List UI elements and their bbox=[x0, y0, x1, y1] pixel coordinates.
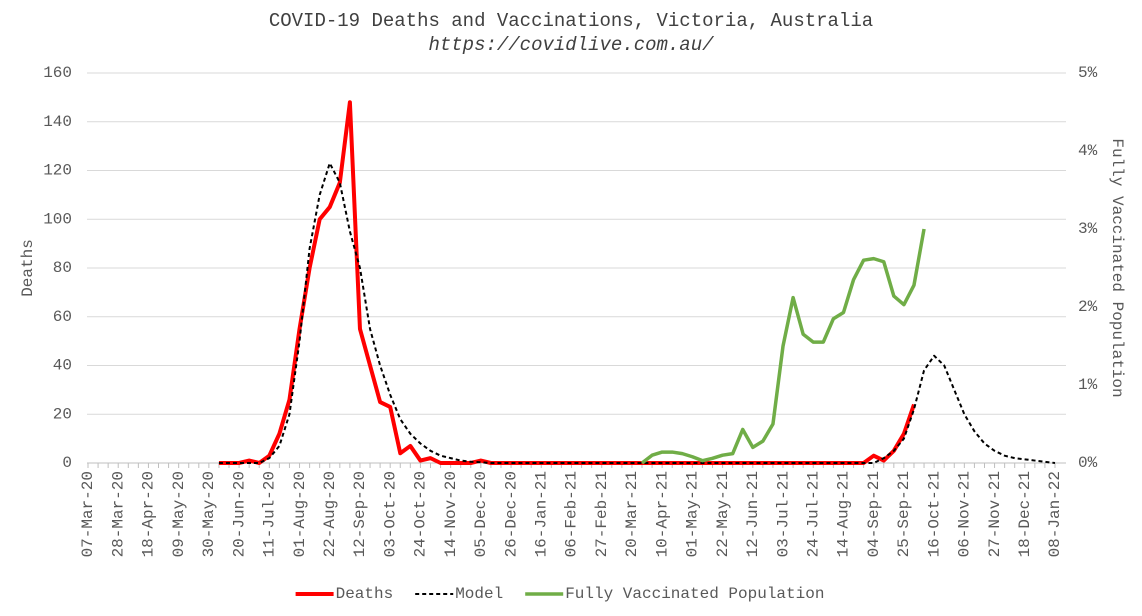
y-axis-title: Deaths bbox=[19, 239, 37, 297]
y2-tick-label: 1% bbox=[1078, 376, 1098, 394]
legend-label: Model bbox=[455, 585, 503, 603]
y2-tick-label: 0% bbox=[1078, 454, 1098, 472]
x-tick-label: 05-Dec-20 bbox=[472, 471, 490, 557]
y2-tick-label: 2% bbox=[1078, 298, 1098, 316]
y-tick-label: 40 bbox=[53, 357, 72, 375]
y-tick-label: 60 bbox=[53, 308, 72, 326]
x-tick-label: 16-Oct-21 bbox=[925, 471, 943, 557]
x-tick-label: 14-Nov-20 bbox=[442, 471, 460, 557]
x-tick-label: 14-Aug-21 bbox=[835, 471, 853, 557]
x-tick-label: 10-Apr-21 bbox=[653, 471, 671, 557]
y-tick-label: 100 bbox=[43, 210, 72, 228]
x-tick-label: 20-Jun-20 bbox=[230, 471, 248, 557]
x-tick-label: 11-Jul-20 bbox=[261, 471, 279, 557]
y2-tick-label: 5% bbox=[1078, 64, 1098, 82]
x-tick-label: 07-Mar-20 bbox=[79, 471, 97, 557]
x-tick-label: 09-May-20 bbox=[170, 471, 188, 557]
chart-title: COVID-19 Deaths and Vaccinations, Victor… bbox=[269, 10, 873, 32]
y2-tick-label: 4% bbox=[1078, 142, 1098, 160]
x-tick-label: 26-Dec-20 bbox=[502, 471, 520, 557]
x-tick-label: 06-Feb-21 bbox=[563, 471, 581, 557]
x-tick-label: 27-Nov-21 bbox=[986, 471, 1004, 557]
x-tick-label: 18-Apr-20 bbox=[140, 471, 158, 557]
y-tick-label: 0 bbox=[62, 454, 72, 472]
y-tick-label: 120 bbox=[43, 162, 72, 180]
x-tick-label: 04-Sep-21 bbox=[865, 471, 883, 557]
x-tick-label: 27-Feb-21 bbox=[593, 471, 611, 557]
y2-tick-label: 3% bbox=[1078, 220, 1098, 238]
x-tick-label: 08-Jan-22 bbox=[1046, 471, 1064, 557]
x-tick-label: 06-Nov-21 bbox=[956, 471, 974, 557]
line-series bbox=[218, 100, 916, 465]
x-tick-label: 16-Jan-21 bbox=[533, 471, 551, 557]
x-tick-label: 12-Jun-21 bbox=[744, 471, 762, 557]
y-tick-label: 80 bbox=[53, 259, 72, 277]
line-series bbox=[640, 228, 926, 465]
x-tick-label: 22-May-21 bbox=[714, 471, 732, 557]
legend-label: Fully Vaccinated Population bbox=[565, 585, 824, 603]
x-tick-label: 03-Jul-21 bbox=[774, 471, 792, 557]
x-tick-label: 03-Oct-20 bbox=[381, 471, 399, 557]
x-tick-label: 20-Mar-21 bbox=[623, 471, 641, 557]
x-tick-label: 12-Sep-20 bbox=[351, 471, 369, 557]
x-tick-label: 01-May-21 bbox=[684, 471, 702, 557]
y-tick-label: 160 bbox=[43, 64, 72, 82]
x-tick-label: 01-Aug-20 bbox=[291, 471, 309, 557]
y-tick-label: 20 bbox=[53, 405, 72, 423]
x-tick-label: 30-May-20 bbox=[200, 471, 218, 557]
x-tick-label: 24-Oct-20 bbox=[412, 471, 430, 557]
y-tick-label: 140 bbox=[43, 113, 72, 131]
chart-subtitle: https://covidlive.com.au/ bbox=[428, 34, 715, 56]
x-tick-label: 24-Jul-21 bbox=[804, 471, 822, 557]
x-tick-label: 22-Aug-20 bbox=[321, 471, 339, 557]
legend-label: Deaths bbox=[336, 585, 394, 603]
x-tick-label: 28-Mar-20 bbox=[109, 471, 127, 557]
x-tick-label: 25-Sep-21 bbox=[895, 471, 913, 557]
x-tick-label: 18-Dec-21 bbox=[1016, 471, 1034, 557]
y2-axis-title: Fully Vaccinated Population bbox=[1108, 138, 1126, 397]
line-series bbox=[218, 162, 1056, 464]
